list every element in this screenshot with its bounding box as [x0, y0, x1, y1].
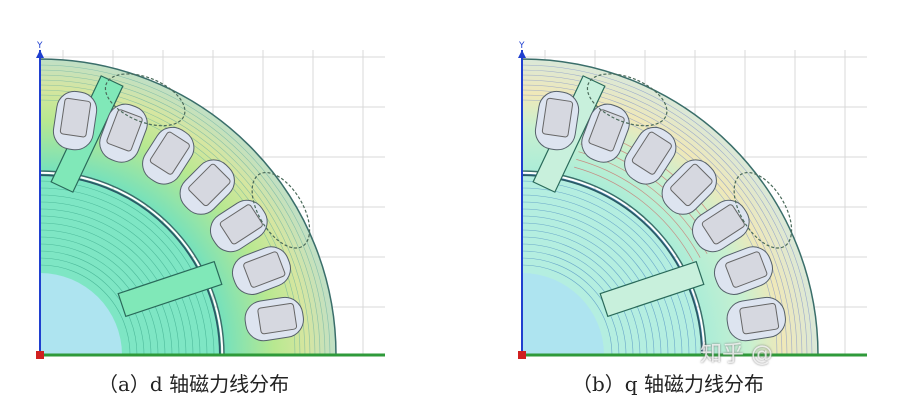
stator-slot — [209, 199, 268, 253]
flux-line — [39, 187, 208, 356]
y-axis-arrow-icon — [36, 50, 44, 58]
flux-line — [39, 201, 194, 356]
shaft-hole — [40, 273, 122, 355]
origin-marker — [518, 351, 526, 359]
stator-slot — [231, 246, 291, 295]
coil — [243, 251, 286, 288]
stator-slot — [534, 90, 580, 151]
coil — [725, 251, 768, 288]
panel-b: Y — [518, 41, 867, 359]
panel-a: Y — [36, 41, 385, 359]
magnet — [117, 260, 223, 318]
coil — [670, 163, 713, 207]
flux-line — [521, 222, 655, 356]
flux-line — [39, 194, 201, 356]
caption-a: （a）d 轴磁力线分布 — [98, 372, 290, 396]
stator-slot — [713, 246, 773, 295]
y-axis-label: Y — [518, 41, 525, 51]
caption-b: （b）q 轴磁力线分布 — [572, 372, 764, 396]
coil — [257, 302, 298, 335]
flux-line — [39, 229, 166, 356]
watermark: 知乎 @ — [700, 342, 773, 367]
stator-slot — [726, 296, 786, 342]
origin-marker — [36, 351, 44, 359]
flux-line — [39, 243, 152, 356]
flux-line — [39, 64, 331, 356]
flux-line — [521, 215, 662, 356]
flux-line — [521, 201, 676, 356]
coil — [59, 97, 92, 138]
flux-line — [521, 243, 634, 356]
flux-line — [39, 208, 187, 356]
cooling-hole — [733, 171, 793, 249]
stator-slot — [691, 199, 750, 253]
flux-line — [574, 166, 694, 262]
flux-line — [521, 250, 627, 356]
coil — [701, 204, 745, 245]
flux-line — [521, 236, 641, 356]
flux-line — [521, 264, 613, 356]
flux-line — [576, 159, 701, 258]
y-axis-label: Y — [36, 41, 43, 51]
flux-line — [39, 257, 138, 356]
flux-line — [521, 229, 648, 356]
flux-line — [521, 208, 669, 356]
coil — [149, 131, 190, 175]
stator-slot — [244, 296, 304, 342]
flux-line — [521, 194, 683, 356]
stator-slot — [142, 126, 195, 185]
flux-line — [39, 222, 173, 356]
flux-line — [39, 250, 145, 356]
cooling-hole — [586, 73, 668, 127]
cooling-hole — [251, 171, 311, 249]
flux-line — [39, 264, 131, 356]
flux-line — [39, 215, 180, 356]
flux-line — [521, 187, 690, 356]
flux-line — [521, 180, 697, 356]
stator-slot — [52, 90, 98, 151]
flux-line — [39, 236, 159, 356]
stator-slot — [624, 126, 677, 185]
y-axis-arrow-icon — [518, 50, 526, 58]
stator-slot — [581, 103, 630, 163]
coil — [588, 109, 625, 152]
coil — [106, 109, 143, 152]
stator-slot — [99, 103, 148, 163]
coil — [739, 302, 780, 335]
coil — [219, 204, 263, 245]
coil — [541, 97, 574, 138]
flux-line — [521, 257, 620, 356]
flux-line — [39, 180, 215, 356]
shaft-hole — [522, 273, 604, 355]
stator-slot — [179, 159, 235, 215]
magnet — [599, 260, 705, 318]
coil — [631, 131, 672, 175]
stator-slot — [661, 159, 717, 215]
cooling-hole — [104, 73, 186, 127]
flux-line — [521, 64, 813, 356]
coil — [188, 163, 231, 207]
